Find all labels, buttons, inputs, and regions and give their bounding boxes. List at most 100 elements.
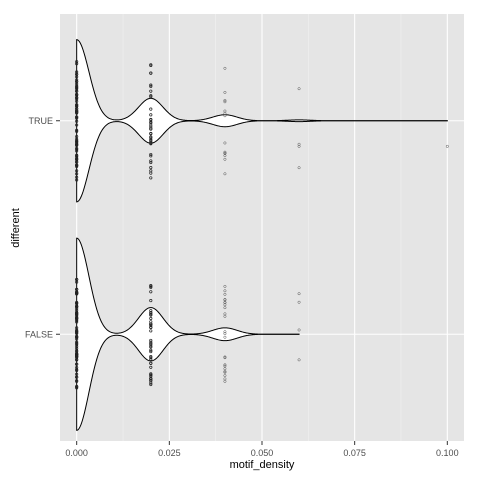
data-point: [297, 328, 301, 332]
data-point: [149, 290, 153, 294]
data-point: [75, 109, 79, 113]
data-point: [75, 357, 79, 362]
data-point: [75, 60, 79, 64]
data-point: [223, 172, 227, 176]
data-point: [149, 176, 153, 180]
data-point: [223, 150, 227, 154]
data-point: [149, 84, 153, 88]
data-point: [149, 338, 153, 342]
data-point: [223, 298, 227, 301]
data-point: [75, 344, 79, 348]
data-point: [149, 152, 153, 157]
data-point: [223, 374, 227, 377]
x-tick-label: 0.075: [343, 448, 366, 458]
data-point: [149, 94, 153, 98]
violin-false: [76, 237, 300, 431]
data-point: [75, 70, 79, 74]
data-point: [75, 379, 79, 383]
data-point: [75, 157, 79, 161]
data-point: [149, 383, 153, 387]
data-point: [75, 353, 79, 357]
data-point: [75, 386, 79, 390]
y-tick-label: TRUE: [29, 116, 54, 126]
data-point: [75, 85, 79, 89]
data-point: [75, 78, 79, 82]
data-point: [75, 160, 79, 164]
violins: [76, 38, 448, 431]
data-point: [75, 110, 79, 114]
data-point: [149, 127, 153, 131]
points: [75, 60, 449, 390]
data-point: [223, 306, 227, 310]
y-axis: TRUE FALSE: [25, 116, 60, 339]
data-point: [149, 354, 153, 359]
data-point: [149, 83, 153, 87]
data-point: [75, 169, 79, 173]
data-point: [75, 317, 79, 321]
data-point: [75, 89, 79, 93]
data-point: [149, 344, 153, 348]
grid-minor: [122, 14, 402, 441]
data-point: [75, 119, 79, 123]
data-point: [297, 358, 301, 362]
data-point: [149, 378, 153, 383]
data-point: [149, 329, 153, 333]
x-tick-label: 0.050: [251, 448, 274, 458]
data-point: [75, 362, 79, 366]
data-point: [75, 385, 79, 389]
data-point: [149, 118, 153, 122]
data-point: [149, 71, 153, 75]
data-point: [223, 98, 227, 102]
data-point: [149, 166, 153, 170]
data-point: [75, 346, 79, 350]
data-point: [223, 100, 227, 104]
data-point: [149, 135, 153, 139]
data-point: [297, 166, 301, 170]
data-point: [149, 348, 153, 352]
x-tick-label: 0.100: [436, 448, 459, 458]
data-point: [149, 361, 153, 365]
y-tick-label: FALSE: [25, 329, 53, 339]
data-point: [223, 66, 227, 70]
data-point: [75, 139, 79, 143]
data-point: [223, 90, 227, 94]
data-point: [223, 111, 227, 115]
data-point: [75, 129, 79, 133]
data-point: [297, 87, 301, 91]
data-point: [75, 123, 79, 127]
x-axis-title: motif_density: [230, 459, 295, 471]
data-point: [297, 142, 301, 146]
data-point: [149, 365, 153, 369]
data-point: [149, 324, 153, 328]
data-point: [75, 280, 79, 284]
data-point: [149, 342, 153, 346]
data-point: [75, 328, 79, 332]
data-point: [149, 136, 153, 140]
data-point: [223, 364, 227, 368]
data-point: [223, 356, 227, 360]
data-point: [75, 309, 79, 313]
data-point: [223, 157, 227, 161]
data-point: [75, 92, 79, 97]
y-axis-title: different: [10, 208, 22, 248]
data-point: [75, 372, 79, 376]
data-point: [75, 331, 79, 336]
data-point: [75, 142, 79, 146]
data-point: [75, 153, 79, 157]
data-point: [75, 375, 79, 379]
data-point: [149, 113, 153, 117]
data-point: [149, 299, 153, 303]
data-point: [223, 292, 227, 296]
data-point: [149, 89, 153, 93]
data-point: [149, 169, 153, 173]
data-point: [149, 312, 153, 317]
data-point: [149, 316, 153, 320]
data-point: [149, 141, 153, 145]
data-point: [223, 303, 227, 307]
data-point: [75, 128, 79, 132]
data-point: [75, 115, 79, 119]
data-point: [75, 287, 79, 291]
data-point: [75, 97, 79, 101]
data-point: [149, 373, 153, 377]
data-point: [223, 289, 227, 293]
